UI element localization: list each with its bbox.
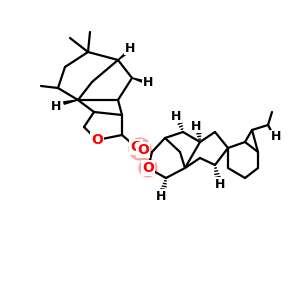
Text: H: H bbox=[143, 76, 153, 88]
Circle shape bbox=[139, 159, 157, 177]
Text: H: H bbox=[51, 100, 61, 112]
Circle shape bbox=[129, 138, 151, 160]
Text: H: H bbox=[271, 130, 281, 143]
Text: O: O bbox=[130, 140, 142, 154]
Polygon shape bbox=[132, 78, 146, 83]
Text: H: H bbox=[191, 119, 201, 133]
Text: H: H bbox=[215, 178, 225, 190]
Text: O: O bbox=[142, 161, 154, 175]
Text: H: H bbox=[156, 190, 166, 202]
Text: H: H bbox=[171, 110, 181, 122]
Polygon shape bbox=[64, 100, 78, 104]
Text: H: H bbox=[125, 41, 135, 55]
Text: O: O bbox=[91, 133, 103, 147]
Polygon shape bbox=[118, 49, 131, 60]
Text: O: O bbox=[137, 143, 149, 157]
